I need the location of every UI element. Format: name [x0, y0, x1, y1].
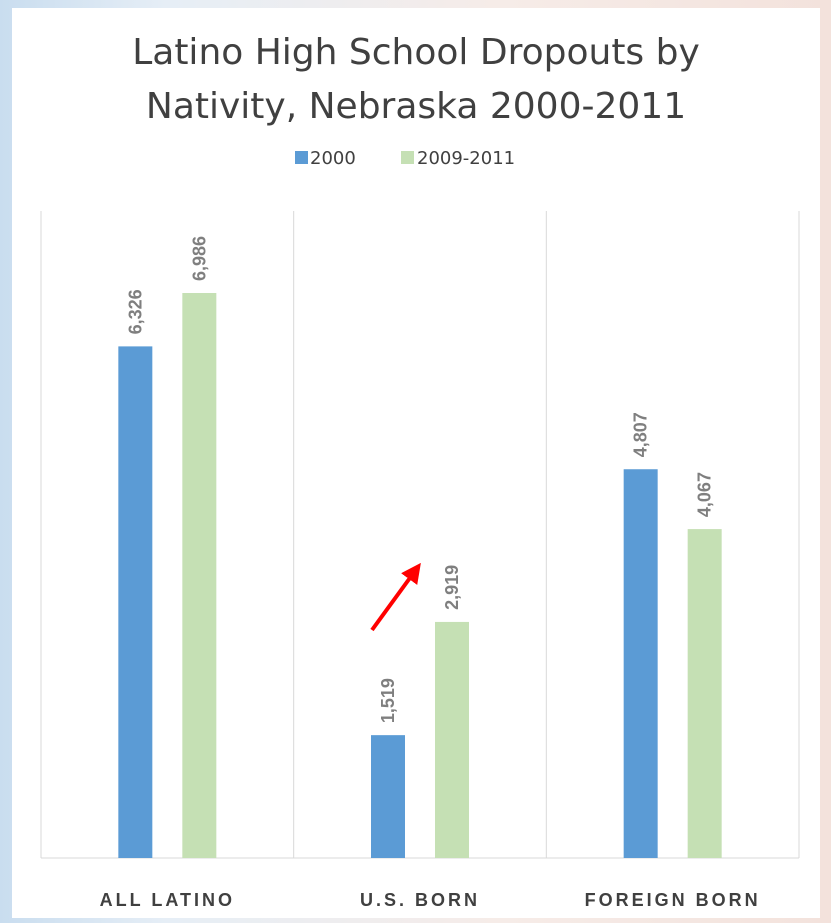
annotation-arrow [370, 562, 421, 632]
chart-panel: Latino High School Dropouts by Nativity,… [12, 8, 820, 918]
bar-u-s-born-2000 [371, 735, 405, 858]
chart-title-line-2: Nativity, Nebraska 2000-2011 [146, 86, 686, 127]
bar-all-latino-2000 [118, 346, 153, 858]
data-label: 4,807 [631, 412, 651, 457]
category-label: ALL LATINO [100, 890, 235, 910]
chart: Latino High School Dropouts by Nativity,… [40, 32, 800, 910]
data-label: 4,067 [695, 472, 715, 517]
legend-swatch-2000 [295, 151, 308, 164]
plot-area: 6,326 6,986 ALL LATINO 1,519 2,919 U.S. BORN 4… [40, 211, 800, 910]
bar-u-s-born-2009-2011 [435, 621, 469, 858]
category-label: FOREIGN BORN [585, 890, 761, 910]
data-label: 6,986 [189, 236, 209, 281]
data-label: 6,326 [125, 289, 145, 334]
bar-foreign-born-2000 [623, 469, 658, 858]
data-label: 1,519 [378, 678, 398, 723]
legend-swatch-2009-2011 [401, 151, 414, 164]
legend-label-2000: 2000 [310, 148, 356, 169]
legend-label-2009-2011: 2009-2011 [417, 148, 515, 169]
bar-foreign-born-2009-2011 [687, 529, 722, 858]
legend: 2000 2009-2011 [295, 148, 515, 169]
category-label: U.S. BORN [360, 890, 480, 910]
chart-title-line-1: Latino High School Dropouts by [132, 32, 700, 73]
bar-all-latino-2009-2011 [182, 293, 217, 858]
data-label: 2,919 [442, 565, 462, 610]
